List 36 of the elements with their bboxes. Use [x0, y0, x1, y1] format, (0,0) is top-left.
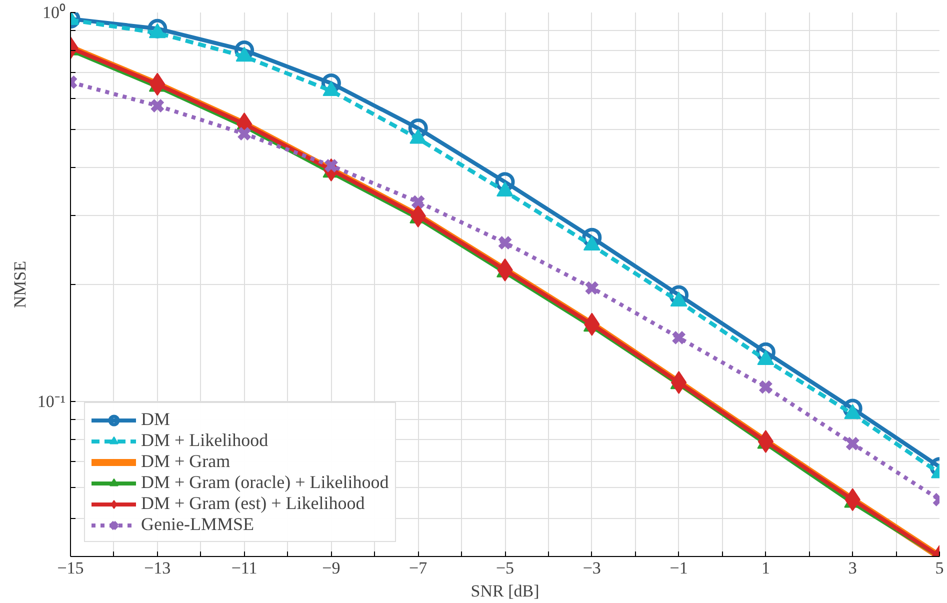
x-tick-label: −13 [144, 558, 171, 578]
y-tick-label: 10⁰ [42, 3, 66, 22]
point [410, 194, 426, 210]
legend-label: DM [141, 409, 170, 430]
point [498, 235, 512, 250]
legend-label: DM + Gram (est) + Likelihood [141, 493, 365, 514]
x-tick-label: −5 [496, 558, 514, 578]
point [495, 172, 515, 192]
x-tick-label: −9 [322, 558, 340, 578]
x-tick-label: −7 [409, 558, 428, 578]
point [670, 370, 687, 394]
y-tick-label: 10⁻¹ [37, 392, 66, 412]
legend-label: Genie-LMMSE [141, 514, 254, 535]
point [584, 280, 600, 296]
x-tick-label: −1 [670, 558, 688, 578]
legend-label: DM + Gram (oracle) + Likelihood [141, 472, 389, 493]
x-axis-title: SNR [dB] [470, 582, 540, 600]
x-tick-label: −11 [231, 558, 258, 578]
point [321, 74, 341, 93]
y-axis-title: NMSE [10, 260, 30, 308]
legend-label: DM + Likelihood [141, 430, 268, 451]
legend-label: DM + Gram [141, 451, 230, 472]
x-tick-label: 5 [935, 558, 944, 578]
point [408, 118, 428, 138]
x-tick-label: 1 [761, 558, 770, 578]
point [582, 228, 602, 248]
point [845, 436, 860, 452]
point [324, 158, 339, 174]
point [150, 98, 165, 114]
x-tick-label: −15 [57, 558, 84, 578]
point [671, 330, 686, 346]
point [758, 380, 774, 395]
x-tick-label: 3 [848, 558, 857, 578]
x-tick-label: −3 [582, 558, 601, 578]
point [756, 342, 776, 362]
point [236, 126, 252, 142]
